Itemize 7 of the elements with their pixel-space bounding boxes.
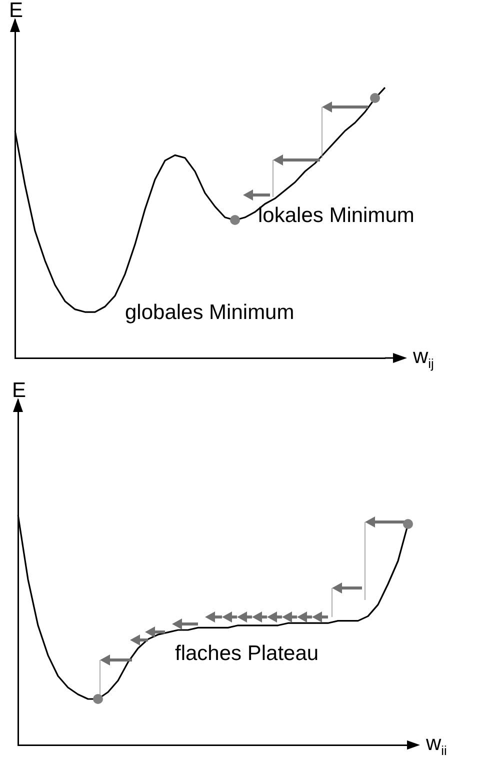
- annotation: globales Minimum: [125, 301, 294, 324]
- y-axis-title: E: [12, 379, 26, 402]
- annotation: lokales Minimum: [258, 204, 414, 227]
- annotation: flaches Plateau: [175, 642, 319, 665]
- x-axis-title: w$_{ii}$: [426, 732, 447, 758]
- x-axis-title: w$_{ij}$: [413, 345, 434, 372]
- y-axis-title: E: [9, 0, 24, 22]
